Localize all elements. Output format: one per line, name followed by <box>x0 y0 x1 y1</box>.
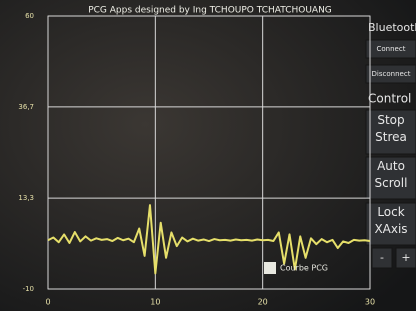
x-tick-label: 20 <box>258 298 268 307</box>
auto-wrap: Auto Scroll <box>366 158 416 198</box>
x-tick-label: 30 <box>365 298 375 307</box>
y-tick-label: -10 <box>23 285 34 293</box>
stop-wrap: Stop Strea <box>366 112 416 152</box>
page: {"chart_data": {"type": "line", "title":… <box>0 0 416 311</box>
plus-label[interactable]: + <box>401 251 410 264</box>
connect-label[interactable]: Connect <box>377 45 406 53</box>
minus-label[interactable]: - <box>380 251 384 264</box>
y-tick-label: 60 <box>25 12 34 20</box>
lock-label[interactable]: Lock XAxis <box>366 204 416 238</box>
stop-label[interactable]: Stop Strea <box>366 112 416 146</box>
legend-swatch <box>264 262 276 274</box>
chart-title: PCG Apps designed by Ing TCHOUPO TCHATCH… <box>88 6 332 16</box>
background <box>0 0 416 311</box>
screen: PCG Apps designed by Ing TCHOUPO TCHATCH… <box>0 0 416 311</box>
y-tick-label: 13,3 <box>18 194 34 202</box>
control-heading: Control <box>368 92 411 106</box>
x-tick-label: 0 <box>45 298 50 307</box>
sidebar-heading: Bluetooth <box>368 21 416 34</box>
disconnect-label[interactable]: Disconnect <box>372 70 411 78</box>
y-tick-label: 36,7 <box>18 103 34 111</box>
x-tick-label: 10 <box>150 298 160 307</box>
auto-label[interactable]: Auto Scroll <box>366 158 416 192</box>
lock-wrap: Lock XAxis <box>366 204 416 244</box>
legend-label: Courbe PCG <box>280 264 328 273</box>
